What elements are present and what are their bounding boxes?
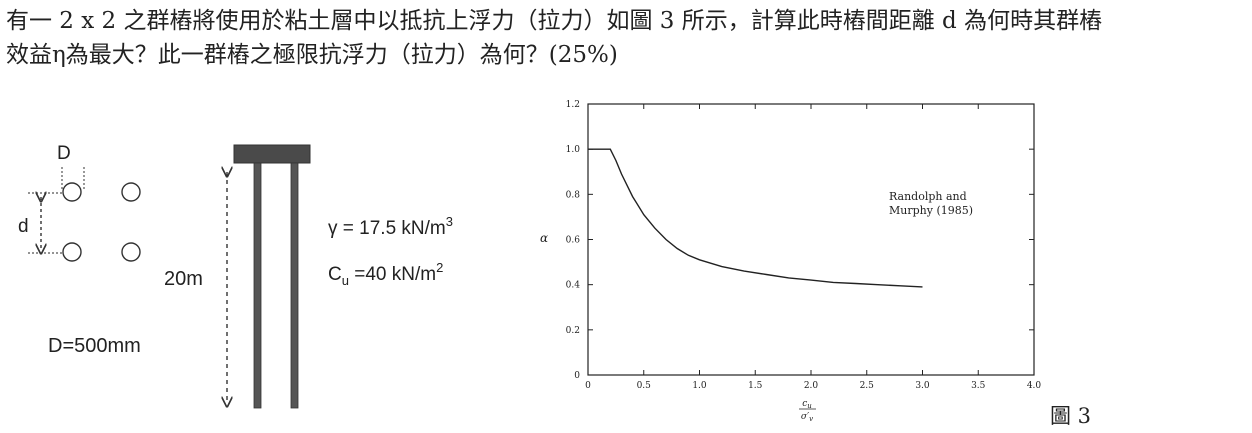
- pile-group-diagram: D d D=500mm 20m γ = 17.5 kN/m3 Cu =40 kN…: [18, 143, 453, 409]
- question-line-1: 有一 2 x 2 之群樁將使用於粘土層中以抵抗上浮力（拉力）如圖 3 所示，計算…: [6, 8, 1103, 34]
- question-text: 有一 2 x 2 之群樁將使用於粘土層中以抵抗上浮力（拉力）如圖 3 所示，計算…: [6, 4, 1250, 72]
- y-tick-label: 0: [574, 371, 580, 381]
- x-tick-label: 3.5: [971, 381, 986, 391]
- chart-annotation-line-1: Randolph and: [889, 190, 967, 203]
- pile-length-label: 20m: [164, 268, 203, 290]
- y-tick-label: 0.8: [566, 190, 581, 200]
- y-tick-label: 1.2: [566, 100, 580, 110]
- x-label-denominator: σ′: [801, 412, 809, 422]
- pile-diameter-value: D=500mm: [48, 335, 141, 357]
- question-line-2: 效益η為最大？此一群樁之極限抗浮力（拉力）為何？(25%): [6, 42, 618, 68]
- y-tick-label: 0.2: [566, 326, 580, 336]
- chart-x-axis-label: cu σ′v: [799, 399, 816, 423]
- chart-y-axis-label: α: [540, 231, 548, 245]
- alpha-curve-series: [588, 148, 923, 288]
- x-tick-label: 2.0: [804, 381, 819, 391]
- pile-spacing-label: d: [18, 216, 29, 237]
- pile-diameter-label: D: [57, 143, 71, 164]
- chart-ticks: [587, 103, 1035, 376]
- y-tick-label: 0.4: [566, 281, 581, 291]
- x-tick-label: 0.5: [637, 381, 652, 391]
- chart-annotation-line-2: Murphy (1985): [889, 204, 973, 217]
- unit-weight-label: γ = 17.5 kN/m3: [328, 214, 453, 239]
- pile-circle-bottom-left: [62, 242, 82, 262]
- pile-shaft-left: [253, 162, 262, 409]
- x-label-numerator: c: [802, 399, 807, 409]
- pile-cap: [233, 144, 311, 164]
- y-tick-label: 1.0: [566, 145, 581, 155]
- x-tick-label: 2.5: [860, 381, 875, 391]
- chart-tick-labels: 0 0.5 1.0 1.5 2.0 2.5 3.0 3.5 4.0 0 0.2 0.4 0.6 0.8 1.…: [566, 100, 1042, 391]
- x-tick-label: 3.0: [915, 381, 930, 391]
- x-tick-label: 1.5: [748, 381, 763, 391]
- x-tick-label: 4.0: [1027, 381, 1042, 391]
- y-tick-label: 0.6: [566, 236, 581, 246]
- pile-circle-bottom-right: [121, 242, 141, 262]
- chart-plot-frame: [587, 103, 1035, 376]
- x-tick-label: 1.0: [692, 381, 707, 391]
- figure-caption: 圖 3: [1050, 404, 1092, 428]
- undrained-shear-strength-label: Cu =40 kN/m2: [328, 260, 443, 288]
- pile-circle-top-left: [62, 182, 82, 202]
- svg-text:σ′v: σ′v: [801, 412, 813, 423]
- x-tick-label: 0: [585, 381, 591, 391]
- x-label-denominator-sub: v: [809, 415, 813, 423]
- svg-text:cu: cu: [802, 399, 812, 410]
- x-label-numerator-sub: u: [807, 402, 812, 410]
- pile-shaft-right: [290, 162, 299, 409]
- pile-circle-top-right: [121, 182, 141, 202]
